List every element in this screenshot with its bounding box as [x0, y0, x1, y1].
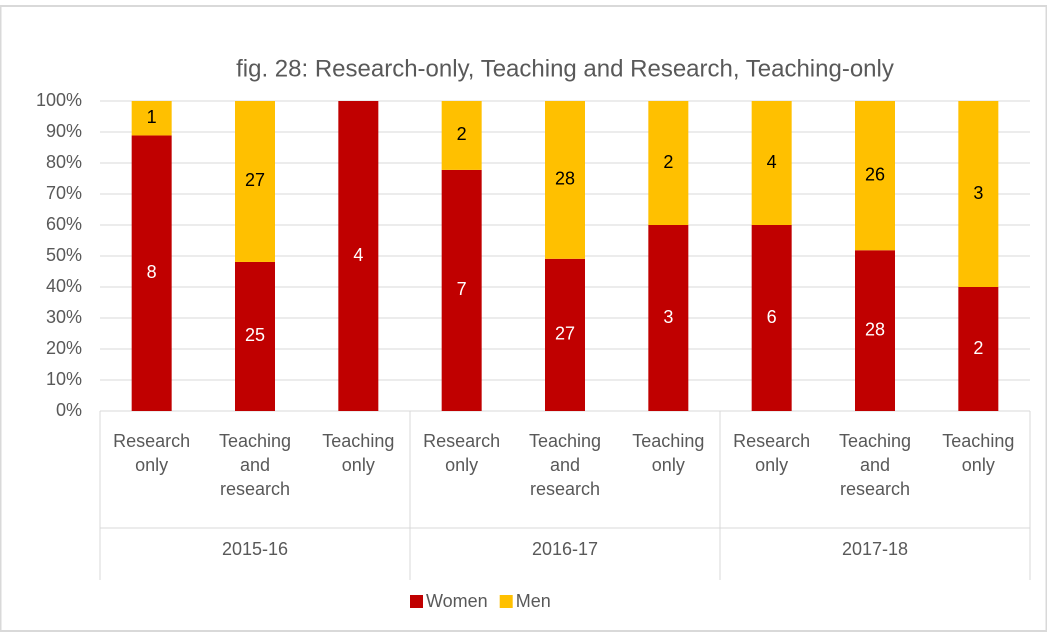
- bar-segment: [545, 258, 585, 411]
- data-label: 2: [973, 338, 983, 358]
- chart-title: fig. 28: Research-only, Teaching and Res…: [236, 55, 894, 82]
- x-tick-label: Teaching only: [322, 431, 395, 475]
- data-label: 27: [245, 170, 265, 190]
- legend-swatch: [499, 595, 513, 608]
- bar-segment: [441, 169, 482, 411]
- data-label: 1: [147, 107, 157, 127]
- data-label: 4: [767, 152, 777, 172]
- y-tick-label: 50%: [46, 245, 82, 265]
- data-label: 26: [865, 164, 885, 184]
- data-label: 2: [457, 124, 467, 144]
- bar-segment: [751, 101, 792, 225]
- x-tick-label: Teaching only: [632, 431, 705, 475]
- y-tick-label: 70%: [46, 183, 82, 203]
- x-tick-label-box: Teaching and research: [528, 431, 602, 499]
- bar-segment: [235, 101, 275, 262]
- x-tick-label: Research only: [423, 431, 501, 475]
- y-tick-label: 20%: [46, 338, 82, 358]
- x-tick-label-box: Teaching only: [322, 431, 395, 475]
- data-label: 28: [865, 319, 885, 339]
- bar-segment: [855, 250, 895, 411]
- x-tick-label-box: Teaching and research: [218, 431, 292, 499]
- x-tick-label-box: Teaching and research: [838, 431, 912, 499]
- y-tick-label: 40%: [46, 276, 82, 296]
- data-label: 8: [147, 262, 157, 282]
- bar-segment: [545, 101, 585, 259]
- x-tick-label: Teaching and research: [218, 431, 292, 499]
- legend-swatch: [410, 595, 423, 608]
- y-tick-label: 90%: [46, 121, 82, 141]
- legend-label: Men: [516, 591, 551, 611]
- bar-segment: [131, 101, 172, 136]
- bar-segment: [441, 101, 482, 170]
- x-tick-label: Teaching and research: [528, 431, 602, 499]
- data-label: 4: [353, 245, 363, 265]
- x-tick-label: Research only: [113, 431, 191, 475]
- x-tick-label: Teaching only: [942, 431, 1015, 475]
- bar-segment: [648, 101, 689, 225]
- data-label: 27: [555, 324, 575, 344]
- group-label: 2015-16: [222, 539, 288, 559]
- y-tick-label: 0%: [56, 400, 82, 420]
- y-tick-label: 60%: [46, 214, 82, 234]
- data-label: 6: [767, 307, 777, 327]
- bar-segment: [648, 225, 689, 411]
- y-tick-label: 100%: [36, 90, 82, 110]
- bar-segment: [958, 101, 999, 287]
- x-tick-label-box: Teaching only: [632, 431, 705, 475]
- bar-segment: [751, 225, 792, 411]
- bar-segment: [855, 101, 895, 251]
- legend-label: Women: [426, 591, 488, 611]
- x-tick-label-box: Research only: [423, 431, 501, 475]
- data-label: 28: [555, 169, 575, 189]
- x-tick-label-box: Teaching only: [942, 431, 1015, 475]
- x-tick-label-box: Research only: [733, 431, 811, 475]
- data-label: 7: [457, 279, 467, 299]
- y-tick-label: 80%: [46, 152, 82, 172]
- bar-segment: [958, 287, 999, 411]
- data-label: 25: [245, 325, 265, 345]
- data-label: 3: [973, 183, 983, 203]
- bar-segment: [235, 261, 275, 411]
- x-tick-label: Research only: [733, 431, 811, 475]
- y-tick-label: 10%: [46, 369, 82, 389]
- data-label: 3: [663, 307, 673, 327]
- bar-segment: [131, 135, 172, 411]
- y-tick-label: 30%: [46, 307, 82, 327]
- bar-segment: [338, 101, 379, 411]
- data-label: 2: [663, 152, 673, 172]
- x-tick-label: Teaching and research: [838, 431, 912, 499]
- x-tick-label-box: Research only: [113, 431, 191, 475]
- group-label: 2016-17: [532, 539, 598, 559]
- group-label: 2017-18: [842, 539, 908, 559]
